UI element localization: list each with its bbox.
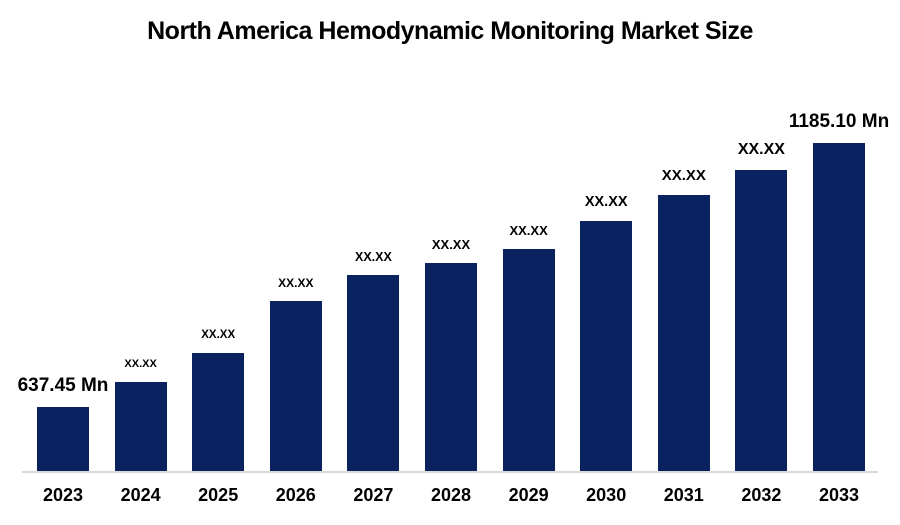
x-axis-line xyxy=(22,471,878,473)
x-tick-label-2033: 2033 xyxy=(818,485,860,505)
x-tick-label-2027: 2027 xyxy=(353,485,394,505)
value-label-2028: XX.XX xyxy=(431,237,471,252)
bar-2030 xyxy=(580,221,633,471)
value-label-2033: 1185.10 Mn xyxy=(788,111,890,132)
bar-2023 xyxy=(37,407,89,471)
bar-2027 xyxy=(347,275,400,471)
value-label-2025: XX.XX xyxy=(201,328,236,341)
chart-title: North America Hemodynamic Monitoring Mar… xyxy=(147,17,753,45)
bar-2032 xyxy=(735,170,788,471)
bar-2025 xyxy=(192,353,245,471)
x-tick-label-2031: 2031 xyxy=(663,485,704,505)
value-label-2031: XX.XX xyxy=(661,167,706,184)
value-label-2026: XX.XX xyxy=(278,276,314,290)
x-tick-label-2026: 2026 xyxy=(275,485,316,505)
x-tick-label-2030: 2030 xyxy=(586,485,627,505)
x-tick-label-2029: 2029 xyxy=(508,485,549,505)
value-label-2030: XX.XX xyxy=(584,193,628,210)
x-tick-label-2025: 2025 xyxy=(198,485,239,505)
x-tick-label-2028: 2028 xyxy=(430,485,472,505)
x-tick-label-2024: 2024 xyxy=(120,485,161,505)
value-label-2024: XX.XX xyxy=(124,358,157,370)
x-tick-label-2032: 2032 xyxy=(741,485,782,505)
bar-2031 xyxy=(657,195,710,471)
value-label-2029: XX.XX xyxy=(509,223,548,238)
bar-2033 xyxy=(813,143,865,471)
bar-2026 xyxy=(269,301,322,471)
x-tick-label-2023: 2023 xyxy=(42,485,84,505)
value-label-2032: XX.XX xyxy=(737,141,785,158)
bar-2024 xyxy=(114,382,167,471)
value-label-2027: XX.XX xyxy=(354,249,392,264)
bar-2028 xyxy=(425,263,477,471)
value-label-2023: 637.45 Mn xyxy=(17,375,109,396)
bar-2029 xyxy=(502,249,555,471)
